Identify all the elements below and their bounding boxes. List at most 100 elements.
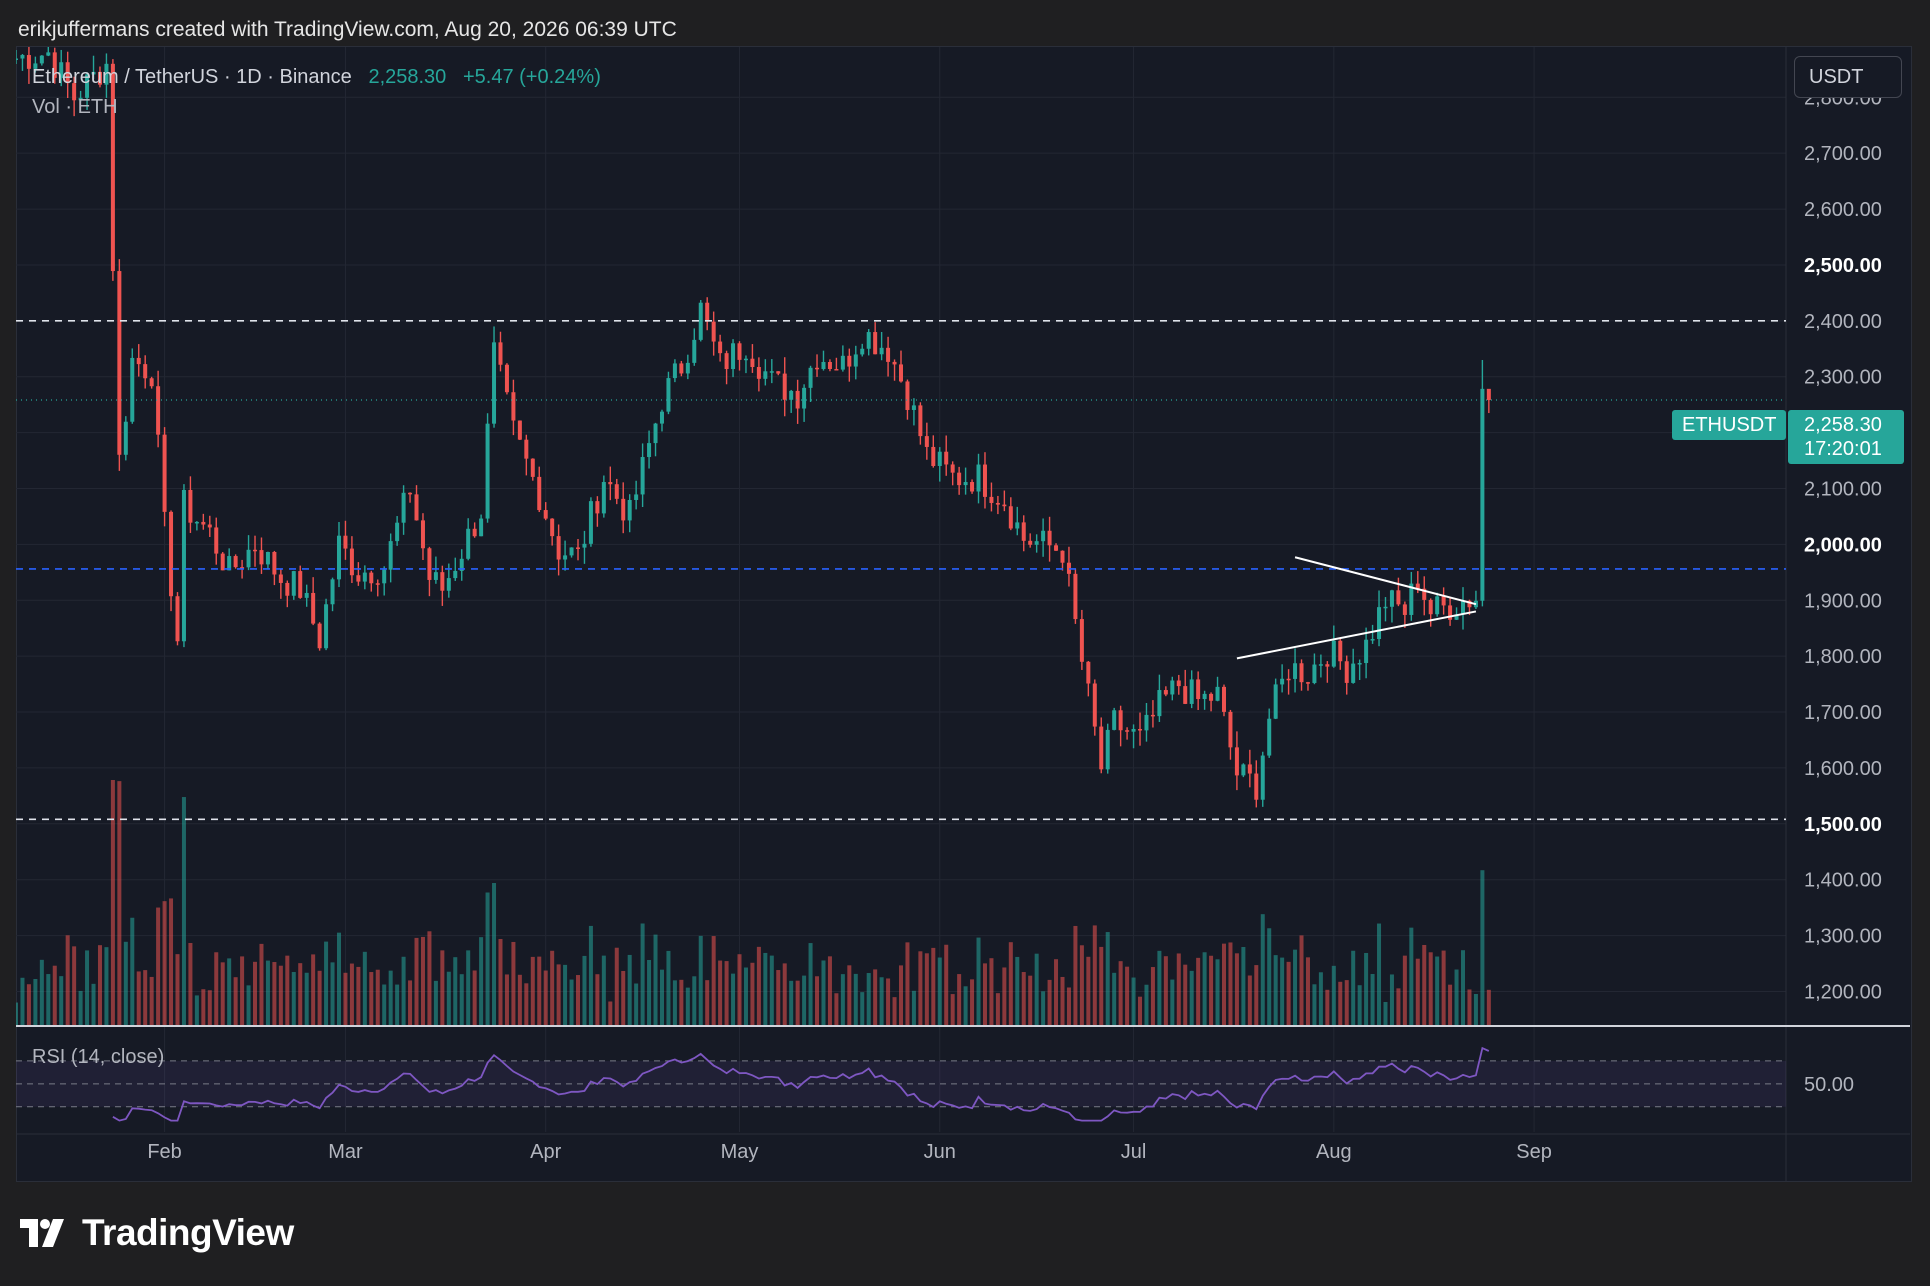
candle (1480, 388, 1485, 601)
candle (336, 535, 341, 580)
volume-bar (608, 1001, 613, 1025)
candle (711, 321, 716, 342)
volume-bar (1396, 988, 1401, 1025)
candle (498, 342, 503, 365)
volume-bar (104, 947, 109, 1025)
candle (640, 457, 645, 495)
candle (1125, 730, 1130, 732)
candle (459, 558, 464, 571)
candle (298, 571, 303, 598)
candle (433, 572, 438, 580)
candle (1163, 690, 1168, 695)
candle (1047, 530, 1052, 546)
candle (233, 556, 238, 568)
candle (1377, 607, 1382, 640)
volume-bar (1254, 965, 1259, 1025)
volume-bar (291, 972, 296, 1025)
volume-bar (1021, 972, 1026, 1025)
volume-bar (1344, 980, 1349, 1025)
price-axis-label: 2,700.00 (1804, 143, 1882, 165)
candle (995, 502, 1000, 505)
tradingview-logo[interactable]: TradingView (20, 1212, 294, 1254)
candle (1448, 605, 1453, 620)
volume-bar (78, 990, 83, 1025)
candle (1086, 661, 1091, 684)
candle (621, 498, 626, 521)
volume-bar (1144, 984, 1149, 1025)
volume-bar (194, 995, 199, 1025)
candle (492, 342, 497, 424)
volume-bar (1157, 950, 1162, 1025)
candle (382, 569, 387, 584)
candle (181, 489, 186, 642)
candle (1221, 686, 1226, 712)
volume-bar (569, 979, 574, 1025)
candle (1351, 663, 1356, 683)
volume-bar (576, 975, 581, 1025)
candle (847, 355, 852, 367)
volume-bar (52, 965, 57, 1025)
rsi-legend[interactable]: RSI (14, close) (32, 1046, 165, 1068)
volume-bar (711, 936, 716, 1025)
candle (898, 364, 904, 382)
candle (1331, 640, 1336, 667)
candle (905, 381, 910, 410)
volume-bar (685, 987, 690, 1025)
volume-bar (427, 931, 432, 1025)
volume-bar (1028, 975, 1033, 1025)
currency-selector[interactable]: USDT (1794, 56, 1902, 98)
volume-bar (1467, 989, 1472, 1025)
candle (769, 371, 774, 373)
volume-bar (1002, 967, 1007, 1025)
volume-legend[interactable]: Vol · ETH (32, 96, 118, 118)
candle (253, 549, 258, 552)
candle (537, 476, 542, 511)
volume-bar (705, 980, 710, 1025)
candle (1118, 710, 1123, 731)
volume-bar (227, 958, 232, 1025)
candle (201, 521, 206, 525)
volume-bar (1209, 955, 1214, 1025)
candle (1209, 693, 1214, 701)
volume-bar (1461, 950, 1466, 1025)
candle (446, 578, 451, 591)
volume-bar (944, 944, 949, 1025)
volume-bar (1351, 950, 1356, 1025)
candle (143, 364, 148, 379)
candle (834, 369, 839, 371)
volume-bar (272, 962, 277, 1025)
volume-bar (143, 970, 148, 1025)
volume-bar (414, 937, 419, 1025)
candle (1015, 522, 1020, 529)
volume-bar (1370, 974, 1375, 1025)
volume-bar (16, 1002, 19, 1025)
candle (550, 518, 555, 537)
symbol-legend[interactable]: Ethereum / TetherUS · 1D · Binance 2,258… (32, 66, 601, 89)
candle (472, 528, 477, 537)
time-axis-label: Sep (1516, 1141, 1552, 1163)
rsi-line (112, 1046, 1490, 1122)
candle (291, 571, 296, 596)
volume-bar (879, 977, 884, 1025)
volume-bar (459, 974, 464, 1025)
volume-bar (1105, 932, 1110, 1025)
volume-bar (1318, 972, 1323, 1025)
volume-bar (543, 970, 548, 1025)
candle (776, 371, 781, 374)
candle (1170, 680, 1175, 695)
volume-bar (472, 970, 477, 1025)
candle (1079, 619, 1084, 662)
candle (931, 446, 936, 466)
volume-bar (898, 965, 904, 1025)
volume-bar (821, 960, 826, 1025)
symbol-name[interactable]: Ethereum / TetherUS · 1D · Binance (32, 66, 352, 88)
triangle-lower-line (1236, 610, 1477, 660)
chart-credit: erikjuffermans created with TradingView.… (18, 18, 677, 41)
candle (169, 511, 174, 597)
candle (91, 71, 96, 75)
candle (343, 535, 348, 549)
candle (1021, 522, 1026, 541)
candle (1073, 573, 1078, 620)
candle (685, 362, 690, 374)
